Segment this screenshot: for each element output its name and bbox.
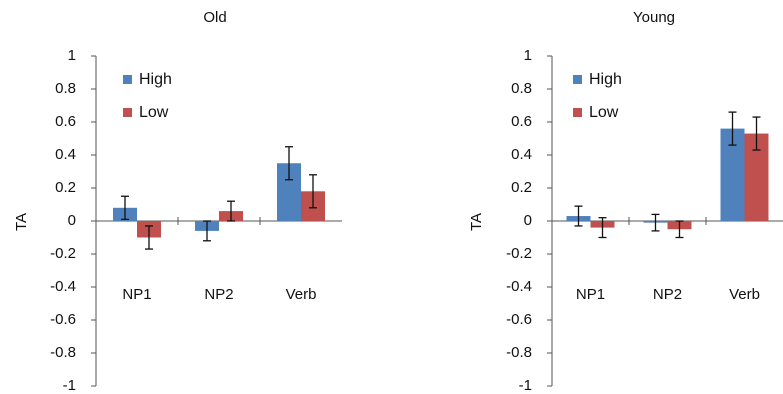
legend-label: High bbox=[589, 71, 622, 88]
x-tick-label: NP2 bbox=[204, 286, 233, 303]
legend-label: Low bbox=[589, 104, 619, 121]
y-tick-label: -0.8 bbox=[50, 344, 76, 361]
x-tick-label: NP2 bbox=[653, 286, 682, 303]
x-tick-label: Verb bbox=[286, 286, 317, 303]
y-tick-label: -0.2 bbox=[506, 245, 532, 262]
y-tick-label: -1 bbox=[63, 377, 76, 394]
y-tick-label: 0.2 bbox=[511, 179, 532, 196]
x-tick-label: Verb bbox=[729, 286, 760, 303]
y-tick-label: 0.6 bbox=[55, 113, 76, 130]
y-tick-label: -0.8 bbox=[506, 344, 532, 361]
x-tick-label: NP1 bbox=[122, 286, 151, 303]
chart-title: Young bbox=[633, 9, 675, 26]
y-tick-label: -0.6 bbox=[50, 311, 76, 328]
y-tick-label: -0.4 bbox=[506, 278, 532, 295]
y-tick-label: 1 bbox=[68, 47, 76, 64]
y-tick-label: -0.2 bbox=[50, 245, 76, 262]
legend-swatch bbox=[123, 75, 132, 84]
y-tick-label: 0.4 bbox=[511, 146, 532, 163]
y-tick-label: -1 bbox=[519, 377, 532, 394]
legend-label: High bbox=[139, 71, 172, 88]
chart-panel-young: Young TA 1 0.8 0.6 0.4 0.2 0 -0.2 -0.4 -0.6 -0.8 -1 N… bbox=[468, 9, 783, 394]
y-tick-label: -0.4 bbox=[50, 278, 76, 295]
y-tick-label: 0 bbox=[68, 212, 76, 229]
y-axis-label: TA bbox=[13, 213, 30, 231]
y-tick-label: 0.6 bbox=[511, 113, 532, 130]
legend-swatch bbox=[573, 75, 582, 84]
y-tick-label: 0.2 bbox=[55, 179, 76, 196]
y-tick-label: 0.8 bbox=[511, 80, 532, 97]
legend-swatch bbox=[123, 108, 132, 117]
y-axis-label: TA bbox=[468, 213, 485, 231]
y-tick-label: 1 bbox=[524, 47, 532, 64]
y-tick-label: 0.4 bbox=[55, 146, 76, 163]
legend-swatch bbox=[573, 108, 582, 117]
legend-label: Low bbox=[139, 104, 169, 121]
y-tick-label: 0.8 bbox=[55, 80, 76, 97]
chart-panel-old: Old TA 1 0.8 0.6 0.4 0.2 0 -0.2 -0.4 -0.6 -0.8 -1 NP1… bbox=[13, 9, 342, 394]
y-tick-label: 0 bbox=[524, 212, 532, 229]
y-tick-label: -0.6 bbox=[506, 311, 532, 328]
chart-title: Old bbox=[203, 9, 226, 26]
x-tick-label: NP1 bbox=[576, 286, 605, 303]
